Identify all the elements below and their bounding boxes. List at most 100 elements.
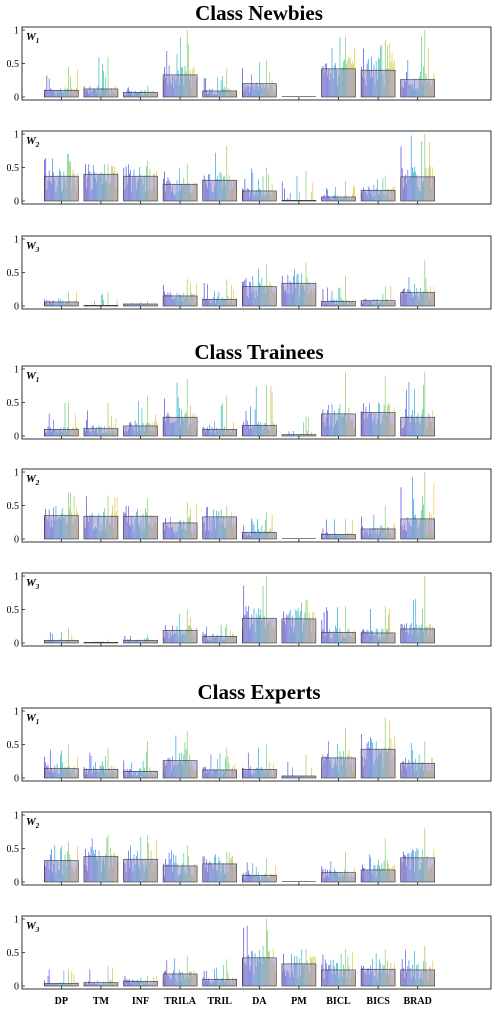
sample-bar bbox=[345, 180, 346, 201]
sample-bar bbox=[288, 431, 290, 436]
mean-bar bbox=[43, 90, 79, 98]
sample-bar bbox=[266, 264, 267, 306]
sample-bar bbox=[142, 760, 144, 778]
sample-bar bbox=[68, 744, 69, 778]
sample-bar bbox=[293, 430, 294, 436]
sample-bar bbox=[245, 410, 247, 436]
y-tick-label: 0 bbox=[14, 774, 19, 785]
sample-bar bbox=[111, 415, 112, 436]
sample-bar bbox=[266, 60, 267, 97]
sample-bar bbox=[361, 516, 362, 539]
sample-bar bbox=[130, 635, 131, 643]
sample-bar bbox=[77, 756, 78, 778]
mean-bar bbox=[162, 760, 198, 779]
sample-bar bbox=[210, 754, 212, 778]
sample-bar bbox=[289, 193, 291, 201]
y-tick-label: 0 bbox=[14, 982, 19, 993]
sample-bar bbox=[427, 47, 429, 97]
mean-bar bbox=[123, 92, 158, 98]
sample-bar bbox=[48, 413, 50, 436]
y-tick-label: 0 bbox=[14, 432, 19, 443]
mean-bar bbox=[162, 973, 198, 987]
mean-bar bbox=[123, 640, 158, 644]
sample-bar bbox=[247, 752, 249, 778]
mean-bar bbox=[400, 762, 436, 779]
sample-bar bbox=[257, 518, 258, 539]
panels: 0 0.5 1 W1 0 0.5 1 W2 0 0.5 1 W3 0 0.5 1 W1 0 0.5 1 W2 0 0.5 1… bbox=[7, 26, 492, 993]
mean-bar bbox=[281, 618, 317, 644]
sample-bar bbox=[186, 955, 188, 986]
mean-bar bbox=[242, 874, 277, 883]
sample-bar bbox=[107, 402, 109, 436]
mean-bar bbox=[360, 412, 396, 437]
y-tick-label: 0.5 bbox=[7, 605, 20, 616]
mean-bar bbox=[400, 176, 436, 202]
sample-bar bbox=[203, 971, 205, 986]
mean-bar bbox=[281, 963, 317, 987]
sample-bar bbox=[138, 400, 139, 436]
sample-bar bbox=[266, 744, 267, 778]
mean-bar bbox=[83, 428, 119, 437]
sample-bar bbox=[258, 179, 259, 201]
sample-bar bbox=[337, 606, 338, 643]
sample-bar bbox=[225, 758, 226, 778]
sample-bar bbox=[271, 514, 273, 539]
sample-bar bbox=[233, 421, 234, 436]
mean-bar bbox=[43, 860, 79, 883]
sample-bar bbox=[390, 286, 392, 306]
sample-bar bbox=[264, 519, 266, 539]
sample-bar bbox=[251, 168, 252, 201]
mean-bar bbox=[83, 856, 119, 883]
sample-bar bbox=[243, 927, 245, 986]
mean-bar bbox=[202, 179, 237, 202]
y-tick-label: 1 bbox=[14, 811, 19, 822]
sample-bar bbox=[105, 77, 107, 97]
sample-bar bbox=[353, 186, 354, 201]
mean-bar bbox=[321, 631, 356, 644]
sample-bar bbox=[384, 838, 386, 882]
mean-bar bbox=[123, 981, 158, 987]
sample-bar bbox=[226, 146, 228, 201]
mean-bar bbox=[202, 90, 237, 98]
mean-bar bbox=[281, 775, 317, 779]
sample-bar bbox=[345, 275, 346, 306]
sample-bar bbox=[252, 521, 254, 539]
sample-bar bbox=[107, 56, 109, 97]
sample-bar bbox=[68, 291, 69, 306]
sample-bar bbox=[331, 291, 333, 306]
sample-bar bbox=[424, 30, 426, 97]
sample-bar bbox=[384, 505, 386, 539]
sample-bar bbox=[388, 614, 389, 643]
sample-bar bbox=[433, 483, 435, 539]
mean-bar bbox=[360, 869, 396, 883]
sample-bar bbox=[354, 185, 355, 201]
panel-label: W2 bbox=[26, 816, 40, 830]
sample-bar bbox=[48, 969, 50, 986]
sample-bar bbox=[323, 612, 325, 643]
sample-bar bbox=[352, 952, 353, 986]
mean-bar bbox=[83, 515, 119, 540]
sample-bar bbox=[53, 419, 54, 436]
sample-bar bbox=[115, 418, 117, 436]
sample-bar bbox=[86, 419, 87, 436]
sample-bar bbox=[423, 385, 424, 436]
sample-bar bbox=[326, 607, 327, 643]
sample-bar bbox=[186, 609, 188, 643]
sample-bar bbox=[266, 919, 267, 986]
sample-bar bbox=[206, 626, 207, 643]
sample-bar bbox=[352, 519, 353, 539]
sample-bar bbox=[339, 288, 341, 306]
mean-bar bbox=[162, 522, 198, 540]
panel-label: W2 bbox=[26, 473, 40, 487]
group-title-experts: Class Experts bbox=[197, 680, 320, 704]
category-label: BICL bbox=[326, 996, 351, 1007]
sample-bar bbox=[305, 754, 307, 778]
sample-bar bbox=[345, 949, 346, 986]
sample-bar bbox=[410, 742, 412, 778]
sample-bar bbox=[123, 760, 125, 778]
mean-bar bbox=[162, 183, 198, 202]
sample-bar bbox=[345, 518, 346, 539]
sample-bar bbox=[49, 632, 51, 643]
category-label: TRIL bbox=[207, 996, 232, 1007]
